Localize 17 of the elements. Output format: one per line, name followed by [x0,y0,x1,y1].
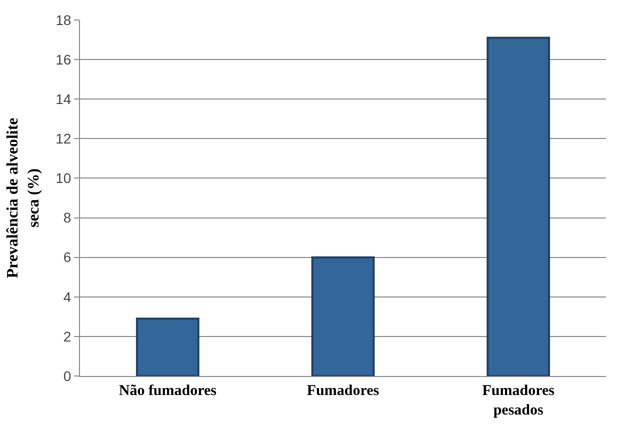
y-tick-label: 10 [56,170,72,186]
y-tick-label: 12 [56,130,72,147]
x-tick-label: Não fumadores [118,383,217,399]
x-tick-label: Fumadores pesados [482,383,555,418]
y-tick-label: 14 [56,91,72,108]
bar [311,256,375,376]
y-tick-label: 2 [63,328,72,344]
y-tick-label: 6 [63,249,72,266]
bar [136,318,200,376]
bar [486,36,550,376]
y-tick-label: 8 [63,210,72,226]
y-axis-title: Prevalência de alveolite seca (%) [4,118,43,278]
y-tick-label: 18 [56,12,72,28]
y-tick-label: 0 [63,368,72,384]
y-tick-label: 4 [63,288,72,305]
y-tick-label: 16 [56,51,72,68]
x-tick-label: Fumadores [306,383,380,399]
